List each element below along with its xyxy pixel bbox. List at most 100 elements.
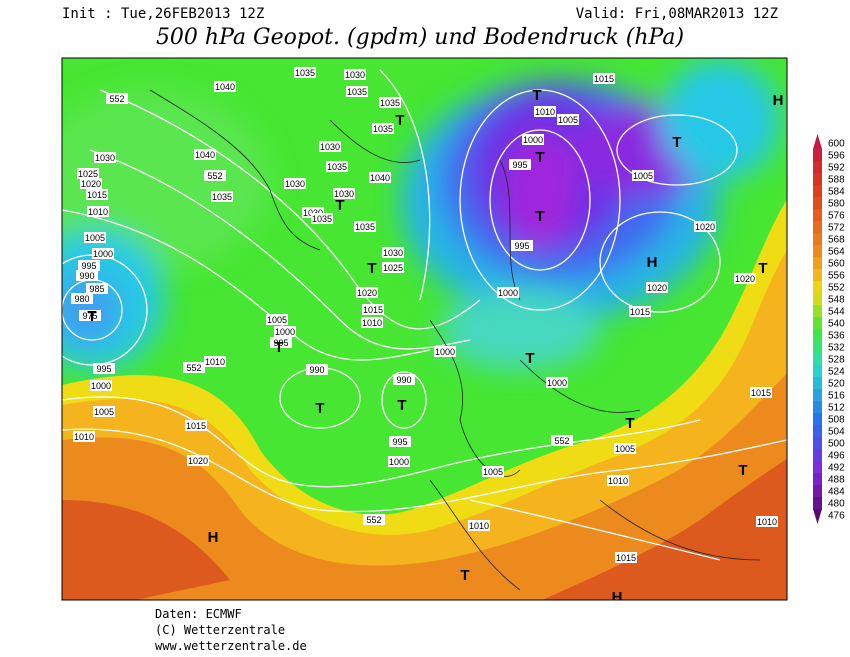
isobar-label: 1005: [615, 444, 635, 454]
isobar-label: 1005: [267, 315, 287, 325]
label-box: [362, 304, 384, 315]
isobar-label: 1010: [74, 432, 94, 442]
isobar-labels: 1040 1035 1030 1035 1035 1035 1030 1040 552 1035 1…: [71, 67, 784, 606]
colorbar-cell: [813, 245, 822, 257]
colorbar-label: 532: [828, 343, 845, 354]
label-box: [90, 380, 112, 391]
map-title: 500 hPa Geopot. (gpdm) und Bodendruck (h…: [156, 25, 684, 50]
isobar-label: 1000: [93, 249, 113, 259]
isobar-label: 985: [89, 284, 104, 294]
label-box: [274, 326, 296, 337]
label-box: [534, 106, 556, 117]
pressure-center: H: [612, 589, 623, 606]
pressure-center: T: [367, 260, 376, 277]
label-box: [94, 152, 116, 163]
pressure-center: H: [647, 254, 658, 271]
label-box: [77, 168, 99, 179]
isobar-label: 1015: [630, 307, 650, 317]
isobar-label: 980: [74, 294, 89, 304]
colorbar-cell: [813, 257, 822, 269]
label-box: [607, 475, 629, 486]
isobar-label: 1000: [389, 457, 409, 467]
isobar-label: 1035: [355, 222, 375, 232]
colorbar-label: 500: [828, 439, 845, 450]
colorbar-cell: [813, 221, 822, 233]
isobar-label: 1000: [275, 327, 295, 337]
label-box: [204, 170, 226, 181]
label-box: [344, 69, 366, 80]
colorbar-label: 600: [828, 139, 845, 150]
colorbar-label: 580: [828, 199, 845, 210]
isobar-label: 1005: [85, 233, 105, 243]
isobar-label: 990: [396, 375, 411, 385]
label-box: [694, 221, 716, 232]
pressure-center: H: [773, 92, 784, 109]
label-box: [468, 520, 490, 531]
label-box: [593, 73, 615, 84]
isobar-label: 1005: [94, 407, 114, 417]
colorbar-label: 564: [828, 247, 845, 258]
colorbar-cell: [813, 413, 822, 425]
copyright: (C) Wetterzentrale: [155, 623, 285, 637]
isobar-label: 1035: [312, 214, 332, 224]
isobar-label: 1015: [186, 421, 206, 431]
isobar-label: 1040: [370, 173, 390, 183]
isobar-label: 1020: [357, 288, 377, 298]
label-box: [750, 387, 772, 398]
isobar-label: 1035: [212, 192, 232, 202]
isobar-label: 1025: [78, 169, 98, 179]
colorbar-label: 568: [828, 235, 845, 246]
label-box: [734, 273, 756, 284]
colorbar-label: 544: [828, 307, 845, 318]
colorbar-cell: [813, 134, 822, 149]
colorbar-label: 592: [828, 163, 845, 174]
isobar-label: 1000: [435, 347, 455, 357]
isobar-label: 1030: [320, 142, 340, 152]
colorbar-label: 476: [828, 511, 845, 522]
isobar-label: 1035: [373, 124, 393, 134]
isobar-label: 1030: [95, 153, 115, 163]
isobar-label: 1000: [91, 381, 111, 391]
pressure-center: T: [460, 567, 469, 584]
colorbar-cell: [813, 185, 822, 197]
colorbar-label: 508: [828, 415, 845, 426]
label-box: [522, 134, 544, 145]
label-box: [80, 178, 102, 189]
colorbar-label: 556: [828, 271, 845, 282]
pressure-center: T: [87, 308, 96, 325]
map-field: 1040 1035 1030 1035 1035 1035 1030 1040 552 1035 1…: [62, 58, 787, 606]
isobar-label: 1010: [469, 521, 489, 531]
label-box: [333, 188, 355, 199]
isobar-label: 1000: [498, 288, 518, 298]
isobar-label: 1030: [383, 248, 403, 258]
isobar-label: 990: [79, 271, 94, 281]
pressure-center: T: [525, 350, 534, 367]
label-box: [389, 436, 411, 447]
isobar-label: 1020: [735, 274, 755, 284]
colorbar-label: 504: [828, 427, 845, 438]
colorbar-label: 512: [828, 403, 845, 414]
label-box: [270, 337, 292, 348]
colorbar-cell: [813, 233, 822, 245]
label-box: [346, 86, 368, 97]
label-box: [76, 270, 98, 281]
colorbar-cell: [813, 353, 822, 365]
colorbar-label: 480: [828, 499, 845, 510]
colorbar-label: 520: [828, 379, 845, 390]
isobar-label: 1000: [523, 135, 543, 145]
isobar-label: 995: [273, 338, 288, 348]
isobar-label: 1030: [285, 179, 305, 189]
isobar-label: 1020: [81, 179, 101, 189]
isobar-label: 1010: [535, 107, 555, 117]
pressure-center: T: [758, 260, 767, 277]
label-box: [369, 172, 391, 183]
label-box: [266, 314, 288, 325]
isobar-label: 1020: [188, 456, 208, 466]
label-box: [86, 189, 108, 200]
label-box: [356, 287, 378, 298]
isobar-label: 1020: [647, 283, 667, 293]
colorbar-cell: [813, 485, 822, 497]
label-box: [79, 310, 101, 321]
colorbar-label: 496: [828, 451, 845, 462]
